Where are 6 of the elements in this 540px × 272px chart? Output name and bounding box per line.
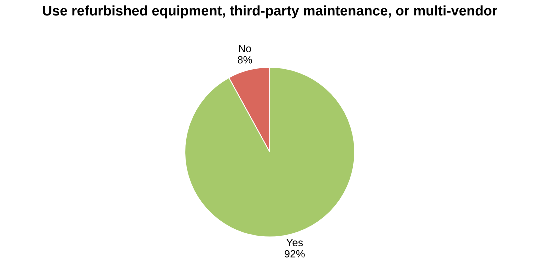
slice-label: Yes [286,239,304,246]
data-label: 92% [284,250,305,258]
slice-label: No [239,45,252,53]
pie-slice [184,67,356,238]
chart-title: Use refurbished equipment, third-party maintenance, or multi-vendor [43,6,498,19]
data-label: 8% [238,56,252,64]
